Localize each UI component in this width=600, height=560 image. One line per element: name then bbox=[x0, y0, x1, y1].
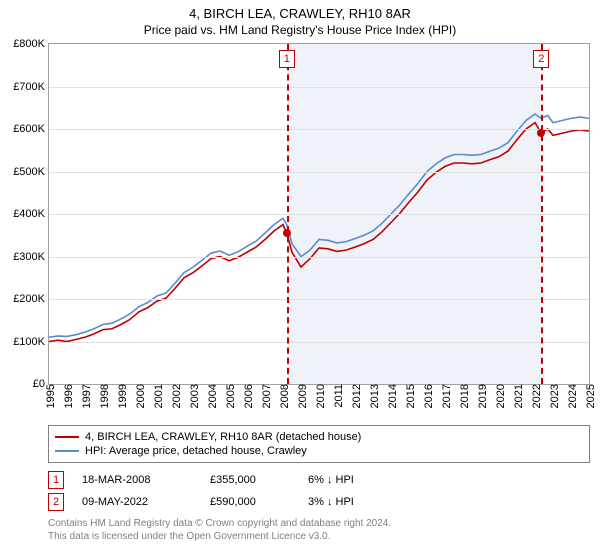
sale-row-marker: 2 bbox=[48, 493, 64, 511]
legend-label: 4, BIRCH LEA, CRAWLEY, RH10 8AR (detache… bbox=[85, 431, 361, 443]
sale-row-diff: 6% ↓ HPI bbox=[308, 474, 388, 486]
y-tick-label: £700K bbox=[13, 81, 49, 93]
x-tick-label: 2002 bbox=[167, 384, 183, 408]
grid-line bbox=[49, 129, 589, 130]
sale-row: 1 18-MAR-2008 £355,000 6% ↓ HPI bbox=[0, 469, 600, 491]
x-tick-label: 2017 bbox=[437, 384, 453, 408]
x-tick-label: 2018 bbox=[455, 384, 471, 408]
sale-marker-2: 2 bbox=[533, 50, 549, 68]
footer-line-1: Contains HM Land Registry data © Crown c… bbox=[48, 517, 590, 530]
x-tick-label: 2010 bbox=[311, 384, 327, 408]
sales-table: 1 18-MAR-2008 £355,000 6% ↓ HPI 2 09-MAY-2022… bbox=[0, 469, 600, 513]
grid-line bbox=[49, 172, 589, 173]
grid-line bbox=[49, 299, 589, 300]
x-tick-label: 2001 bbox=[149, 384, 165, 408]
x-tick-label: 2013 bbox=[365, 384, 381, 408]
x-tick-label: 1997 bbox=[77, 384, 93, 408]
x-tick-label: 2021 bbox=[509, 384, 525, 408]
series-price_paid bbox=[49, 123, 589, 342]
plot-area: £0£100K£200K£300K£400K£500K£600K£700K£80… bbox=[48, 43, 590, 385]
sale-row-price: £590,000 bbox=[210, 496, 290, 508]
x-tick-label: 2011 bbox=[329, 384, 345, 408]
x-tick-label: 2012 bbox=[347, 384, 363, 408]
grid-line bbox=[49, 87, 589, 88]
grid-line bbox=[49, 214, 589, 215]
sale-dot-1 bbox=[283, 229, 291, 237]
x-tick-label: 2004 bbox=[203, 384, 219, 408]
sale-row: 2 09-MAY-2022 £590,000 3% ↓ HPI bbox=[0, 491, 600, 513]
x-tick-label: 2020 bbox=[491, 384, 507, 408]
chart-wrap: £0£100K£200K£300K£400K£500K£600K£700K£80… bbox=[48, 43, 590, 385]
x-tick-label: 2025 bbox=[581, 384, 597, 408]
x-tick-label: 2024 bbox=[563, 384, 579, 408]
y-tick-label: £600K bbox=[13, 123, 49, 135]
x-tick-label: 2006 bbox=[239, 384, 255, 408]
x-tick-label: 2014 bbox=[383, 384, 399, 408]
x-tick-label: 2000 bbox=[131, 384, 147, 408]
y-tick-label: £100K bbox=[13, 336, 49, 348]
chart-container: 4, BIRCH LEA, CRAWLEY, RH10 8AR Price pa… bbox=[0, 0, 600, 549]
legend-label: HPI: Average price, detached house, Craw… bbox=[85, 445, 307, 457]
chart-subtitle: Price paid vs. HM Land Registry's House … bbox=[0, 21, 600, 43]
x-tick-label: 2003 bbox=[185, 384, 201, 408]
y-tick-label: £500K bbox=[13, 166, 49, 178]
y-tick-label: £200K bbox=[13, 293, 49, 305]
y-tick-label: £300K bbox=[13, 251, 49, 263]
sale-row-price: £355,000 bbox=[210, 474, 290, 486]
sale-row-date: 09-MAY-2022 bbox=[82, 496, 192, 508]
x-tick-label: 2005 bbox=[221, 384, 237, 408]
footer-attribution: Contains HM Land Registry data © Crown c… bbox=[0, 513, 600, 549]
chart-title: 4, BIRCH LEA, CRAWLEY, RH10 8AR bbox=[0, 0, 600, 21]
x-tick-label: 1996 bbox=[59, 384, 75, 408]
sale-vline bbox=[287, 44, 289, 384]
sale-marker-1: 1 bbox=[279, 50, 295, 68]
x-tick-label: 2007 bbox=[257, 384, 273, 408]
x-tick-label: 2008 bbox=[275, 384, 291, 408]
y-tick-label: £400K bbox=[13, 208, 49, 220]
legend-row: 4, BIRCH LEA, CRAWLEY, RH10 8AR (detache… bbox=[55, 430, 583, 444]
x-tick-label: 2019 bbox=[473, 384, 489, 408]
legend-box: 4, BIRCH LEA, CRAWLEY, RH10 8AR (detache… bbox=[48, 425, 590, 463]
y-tick-label: £800K bbox=[13, 38, 49, 50]
sale-row-date: 18-MAR-2008 bbox=[82, 474, 192, 486]
x-tick-label: 1998 bbox=[95, 384, 111, 408]
legend-swatch bbox=[55, 450, 79, 452]
sale-row-diff: 3% ↓ HPI bbox=[308, 496, 388, 508]
grid-line bbox=[49, 257, 589, 258]
x-tick-label: 2022 bbox=[527, 384, 543, 408]
sale-dot-2 bbox=[537, 129, 545, 137]
x-tick-label: 2015 bbox=[401, 384, 417, 408]
sale-vline bbox=[541, 44, 543, 384]
x-tick-label: 1999 bbox=[113, 384, 129, 408]
footer-line-2: This data is licensed under the Open Gov… bbox=[48, 530, 590, 543]
grid-line bbox=[49, 342, 589, 343]
sale-row-marker: 1 bbox=[48, 471, 64, 489]
legend-row: HPI: Average price, detached house, Craw… bbox=[55, 444, 583, 458]
x-tick-label: 2023 bbox=[545, 384, 561, 408]
x-tick-label: 1995 bbox=[41, 384, 57, 408]
legend-swatch bbox=[55, 436, 79, 438]
series-hpi bbox=[49, 114, 589, 337]
x-tick-label: 2009 bbox=[293, 384, 309, 408]
x-tick-label: 2016 bbox=[419, 384, 435, 408]
